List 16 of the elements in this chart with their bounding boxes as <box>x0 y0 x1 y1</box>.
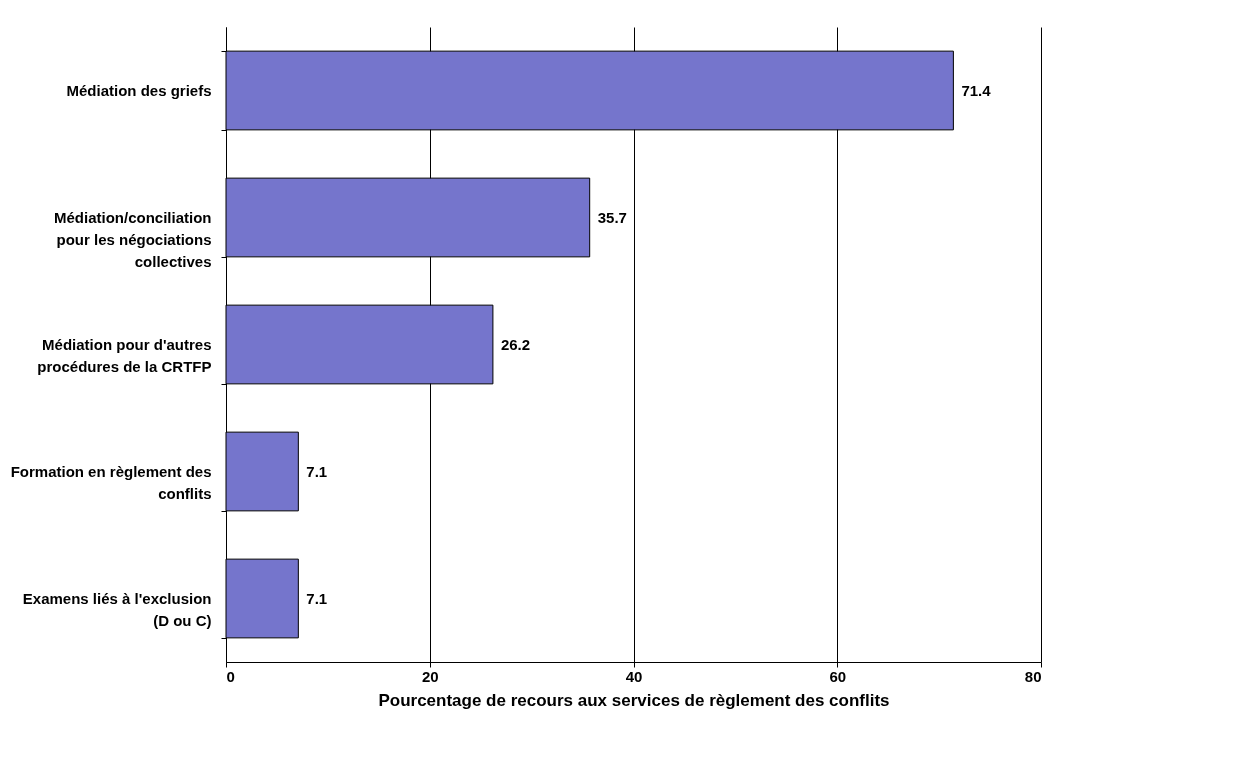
y-tick-label: Médiation des griefs <box>66 82 212 99</box>
y-tick-label: Examens liés à l'exclusion (D ou C) <box>22 590 212 629</box>
x-tick-label: 20 <box>421 667 439 685</box>
y-tick-label: Médiation/conciliation pour les négociations collectives <box>53 209 212 270</box>
x-axis-title: Pourcentage de recours aux services de règlement des conflits <box>378 690 890 710</box>
x-tick-label: 0 <box>226 667 235 685</box>
data-label: 7.1 <box>306 462 328 480</box>
data-label: 7.1 <box>306 589 328 607</box>
y-tick-label: Médiation pour d'autres procédures de la CRTFP <box>37 336 212 375</box>
data-label: 35.7 <box>597 208 627 226</box>
x-tick-label: 60 <box>829 667 847 685</box>
x-tick-label: 80 <box>1024 667 1042 685</box>
data-label: 71.4 <box>961 81 992 99</box>
x-tick-label: 40 <box>625 667 643 685</box>
y-tick-label: Formation en règlement des conflits <box>10 463 212 502</box>
data-label: 26.2 <box>500 335 531 353</box>
